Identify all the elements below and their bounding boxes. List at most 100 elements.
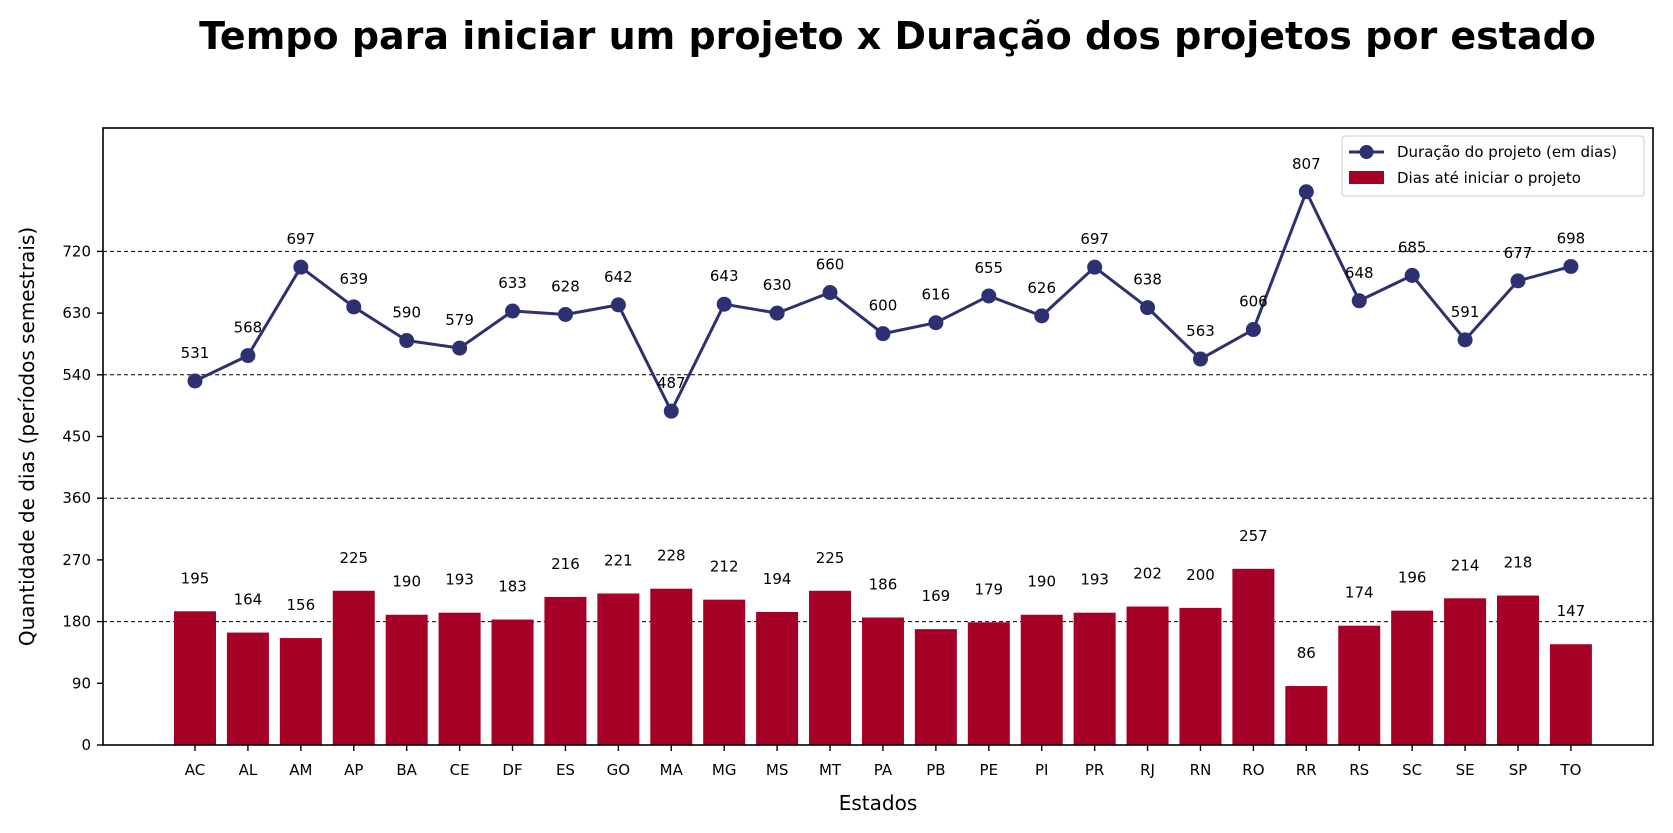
x-tick-label: MG <box>712 761 737 779</box>
bar-value-label: 156 <box>287 596 316 614</box>
bar-go <box>597 593 640 745</box>
bar-value-label: 193 <box>445 571 474 589</box>
line-value-label: 606 <box>1239 293 1268 311</box>
bar-value-label: 169 <box>922 587 951 605</box>
line-point-pa <box>875 326 891 342</box>
line-value-label: 685 <box>1398 238 1427 256</box>
x-tick-label: PB <box>926 761 945 779</box>
x-tick-label: PI <box>1035 761 1048 779</box>
bar-value-label: 186 <box>869 575 898 593</box>
plot-frame <box>102 127 1654 746</box>
bar-pb <box>914 629 957 745</box>
bar-ro <box>1232 568 1275 745</box>
bar-ce <box>438 612 481 745</box>
bar-value-label: 225 <box>339 549 368 567</box>
x-tick-label: GO <box>607 761 630 779</box>
bar-ma <box>650 588 693 745</box>
line-layer <box>187 184 1579 419</box>
legend-line-label: Duração do projeto (em dias) <box>1397 143 1617 161</box>
bar-to <box>1549 644 1592 745</box>
line-point-pr <box>1087 259 1103 275</box>
line-value-label: 807 <box>1292 155 1321 173</box>
bar-value-label: 212 <box>710 558 739 576</box>
bar-value-label: 179 <box>974 580 1003 598</box>
bar-pi <box>1020 614 1063 745</box>
legend-bar-swatch <box>1349 171 1384 184</box>
x-tick-label: RO <box>1242 761 1264 779</box>
bar-value-label: 202 <box>1133 565 1162 583</box>
line-point-df <box>505 303 521 319</box>
bar-mt <box>809 590 852 745</box>
y-tick-label: 540 <box>62 366 91 384</box>
line-value-label: 638 <box>1133 271 1162 289</box>
x-tick-label: SC <box>1402 761 1422 779</box>
line-point-ap <box>346 299 362 315</box>
bar-ap <box>332 590 375 745</box>
bar-am <box>279 638 322 745</box>
line-point-mg <box>716 296 732 312</box>
line-value-label: 633 <box>498 274 527 292</box>
line-value-label: 591 <box>1451 303 1480 321</box>
line-point-rr <box>1298 184 1314 200</box>
line-point-pe <box>981 288 997 304</box>
bar-value-label: 193 <box>1080 571 1109 589</box>
x-tick-label: MA <box>660 761 684 779</box>
line-point-se <box>1457 332 1473 348</box>
bar-value-label: 221 <box>604 551 633 569</box>
line-value-label: 568 <box>234 319 263 337</box>
line-point-ma <box>663 403 679 419</box>
y-tick-label: 630 <box>62 304 91 322</box>
line-value-label: 630 <box>763 276 792 294</box>
line-point-al <box>240 348 256 364</box>
bar-sp <box>1497 595 1539 745</box>
line-value-label: 639 <box>339 270 368 288</box>
bar-rs <box>1338 625 1381 745</box>
bar-se <box>1444 598 1487 745</box>
line-value-label: 579 <box>445 311 474 329</box>
x-tick-label: RJ <box>1140 761 1155 779</box>
y-tick-label: 90 <box>72 674 91 692</box>
bar-value-label: 147 <box>1557 602 1586 620</box>
line-value-label: 697 <box>287 230 316 248</box>
line-point-ac <box>187 373 203 389</box>
line-value-label: 643 <box>710 267 739 285</box>
line-point-rs <box>1351 293 1367 309</box>
line-value-label: 648 <box>1345 264 1374 282</box>
bar-value-label: 218 <box>1504 554 1533 572</box>
bar-layer <box>174 568 1592 745</box>
line-value-label: 628 <box>551 277 580 295</box>
x-tick-label: CE <box>450 761 470 779</box>
line-point-es <box>557 306 573 322</box>
line-point-mt <box>822 285 838 301</box>
x-tick-label: ES <box>556 761 575 779</box>
x-tick-label: TO <box>1559 761 1581 779</box>
line-value-label: 590 <box>392 304 421 322</box>
x-tick-label: AC <box>185 761 205 779</box>
x-tick-label: SP <box>1509 761 1528 779</box>
line-point-ce <box>452 340 468 356</box>
bar-value-label: 200 <box>1186 566 1215 584</box>
line-point-sc <box>1404 267 1420 283</box>
line-point-ms <box>769 305 785 321</box>
y-tick-label: 360 <box>62 489 91 507</box>
bar-value-label: 190 <box>1027 573 1056 591</box>
axis-layer: 0 90 180 270 360 450 540 630 720 AC AL AM AP BA CE DF ES… <box>62 242 1581 779</box>
line-point-to <box>1563 258 1579 274</box>
legend-marker-swatch <box>1359 145 1374 159</box>
bar-df <box>491 619 534 745</box>
bar-mg <box>703 599 746 745</box>
bar-value-label: 86 <box>1297 644 1316 662</box>
x-tick-label: PA <box>874 761 893 779</box>
bar-ms <box>756 612 799 745</box>
bar-rn <box>1179 607 1222 745</box>
x-axis-label: Estados <box>839 791 918 815</box>
bar-value-label: 214 <box>1451 556 1480 574</box>
line-value-label: 487 <box>657 374 686 392</box>
bar-rj <box>1126 606 1169 745</box>
line-value-label: 642 <box>604 268 633 286</box>
line-value-label: 563 <box>1186 322 1215 340</box>
bar-ac <box>174 611 216 745</box>
y-tick-label: 270 <box>62 551 91 569</box>
bar-ba <box>385 614 428 745</box>
bar-rr <box>1285 686 1328 745</box>
